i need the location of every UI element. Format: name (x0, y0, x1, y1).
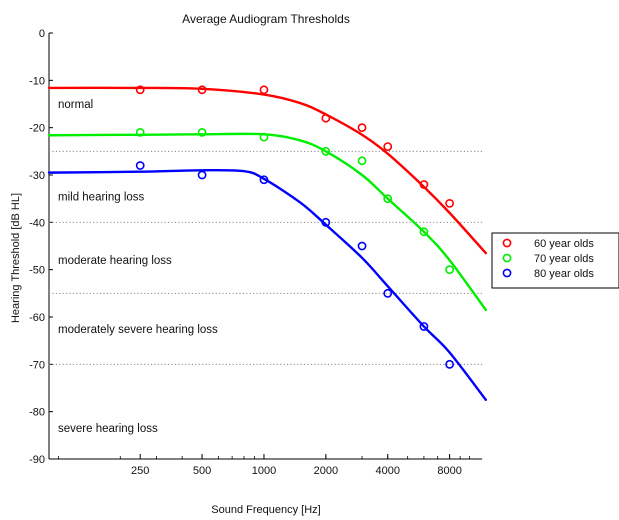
y-axis-label: Hearing Threshold [dB HL] (10, 193, 22, 323)
data-point-series-1 (445, 198, 455, 208)
x-tick-label: 250 (131, 465, 149, 477)
data-point-series-1 (357, 123, 367, 133)
legend-box (491, 232, 619, 289)
data-point-series-1 (259, 85, 269, 95)
y-tick-label: -40 (29, 217, 45, 229)
y-tick-label: -90 (29, 454, 45, 466)
band-label: moderately severe hearing loss (58, 324, 218, 336)
data-point-series-3 (357, 241, 367, 251)
legend-marker (502, 253, 512, 263)
fit-curve-series-2 (47, 132, 487, 312)
y-tick-label: -70 (29, 359, 45, 371)
data-point-series-2 (135, 127, 145, 137)
x-axis-label: Sound Frequency [Hz] (211, 504, 320, 516)
y-tick-label: -30 (29, 170, 45, 182)
x-tick-label: 2000 (314, 465, 338, 477)
legend-label: 70 year olds (534, 253, 594, 265)
legend-label: 80 year olds (534, 268, 594, 280)
data-point-series-3 (419, 322, 429, 331)
data-point-series-1 (197, 85, 207, 95)
band-label: mild hearing loss (58, 191, 145, 203)
data-point-series-3 (197, 170, 207, 180)
legend-label: 60 year olds (534, 238, 594, 250)
fit-curve-series-3 (47, 168, 487, 402)
data-point-series-1 (321, 113, 331, 123)
data-point-series-3 (259, 175, 269, 185)
band-label: severe hearing loss (58, 423, 158, 435)
chart-title: Average Audiogram Thresholds (182, 12, 350, 26)
data-point-series-2 (321, 146, 331, 156)
data-point-series-3 (383, 288, 393, 298)
data-point-series-2 (197, 127, 207, 137)
y-tick-label: -10 (29, 75, 45, 87)
data-point-series-1 (419, 180, 429, 189)
y-tick-label: -50 (29, 265, 45, 277)
data-point-series-2 (419, 227, 429, 237)
x-tick-label: 500 (193, 465, 211, 477)
data-point-series-1 (135, 85, 145, 95)
x-tick-label: 1000 (252, 465, 276, 477)
data-point-series-2 (357, 156, 367, 166)
plot-area: 0 -10 -20 -30 -40 -50 -60 -70 -80 -90 250 500 1000 20… (29, 28, 487, 477)
data-point-series-2 (383, 194, 393, 204)
band-label: normal (58, 99, 93, 111)
band-label: moderate hearing loss (58, 255, 172, 267)
data-point-series-1 (383, 142, 393, 151)
data-point-series-3 (445, 359, 455, 369)
y-tick-label: 0 (39, 28, 45, 40)
data-point-series-3 (321, 217, 331, 227)
x-tick-label: 8000 (437, 465, 461, 477)
legend: 60 year olds 70 year olds 80 year olds (491, 232, 619, 289)
data-point-series-2 (445, 265, 455, 275)
y-tick-label: -20 (29, 123, 45, 135)
legend-marker (502, 268, 512, 278)
data-point-series-2 (259, 132, 269, 142)
legend-marker (502, 238, 512, 248)
data-point-series-3 (135, 161, 145, 170)
y-tick-label: -80 (29, 407, 45, 419)
x-tick-label: 4000 (375, 465, 399, 477)
y-tick-label: -60 (29, 312, 45, 324)
